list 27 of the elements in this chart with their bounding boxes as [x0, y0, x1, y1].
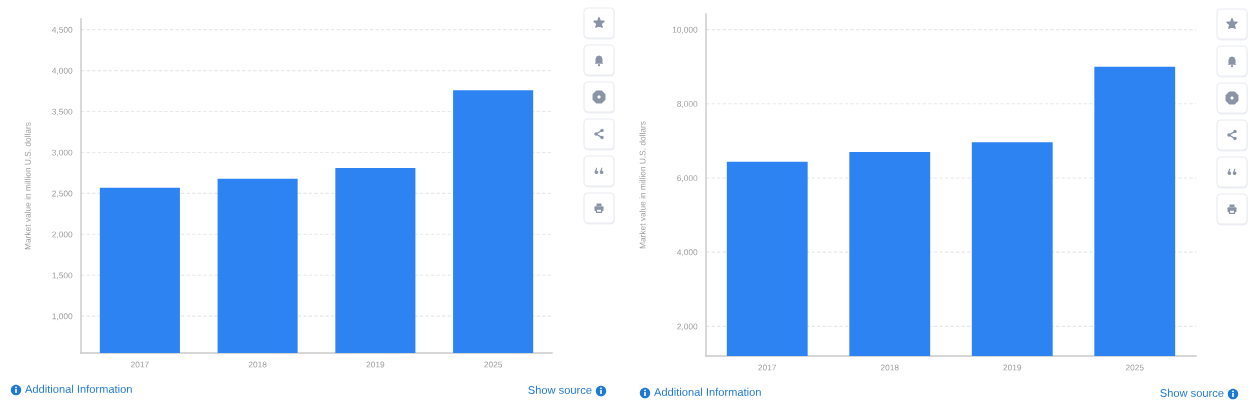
y-axis-title: Market value in million U.S. dollars: [24, 122, 31, 250]
y-tick-label: 4,000: [52, 67, 73, 75]
y-tick-label: 2,500: [52, 190, 73, 198]
x-tick-label: 2025: [1125, 364, 1144, 371]
text: Additional Information: [25, 384, 132, 393]
y-tick-label: 3,500: [52, 108, 73, 116]
text: Show source: [1160, 388, 1224, 397]
x-tick-label: 2018: [248, 361, 267, 368]
y-tick-label: 1,000: [52, 313, 73, 321]
x-tick-label: 2017: [758, 364, 777, 371]
x-tick-label: 2019: [1003, 364, 1022, 371]
y-tick-label: 2,000: [677, 323, 698, 331]
x-tick-label: 2017: [131, 361, 149, 368]
x-tick-label: 2018: [880, 364, 899, 371]
text: Additional Information: [654, 387, 761, 396]
y-tick-label: 4,000: [677, 249, 698, 257]
y-tick-label: 1,500: [52, 272, 73, 280]
y-tick-label: 4,500: [52, 26, 73, 34]
x-tick-label: 2025: [484, 361, 503, 368]
x-tick-label: 2019: [366, 361, 385, 368]
y-tick-label: 6,000: [677, 175, 698, 183]
y-tick-label: 8,000: [677, 100, 698, 108]
y-tick-label: 2,000: [52, 231, 73, 239]
y-axis-title: Market value in million U.S. dollars: [639, 121, 646, 249]
text: Show source: [528, 385, 592, 394]
y-tick-label: 3,000: [52, 149, 73, 157]
y-tick-label: 10,000: [672, 26, 698, 34]
